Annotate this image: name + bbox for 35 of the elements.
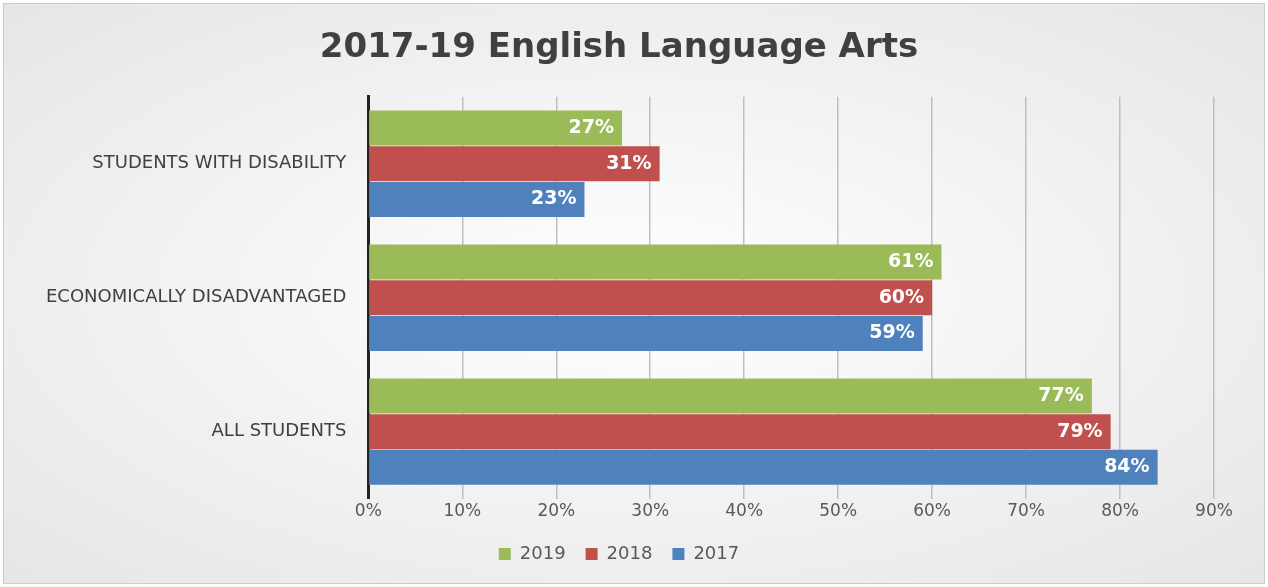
bar bbox=[369, 244, 942, 280]
legend-label: 2018 bbox=[606, 541, 653, 563]
x-tick-label: 80% bbox=[1101, 500, 1139, 521]
x-tick-label: 20% bbox=[537, 500, 576, 521]
legend-label: 2017 bbox=[693, 541, 740, 563]
data-label: 27% bbox=[568, 114, 615, 137]
x-tick-label: 70% bbox=[1007, 500, 1045, 521]
data-label: 61% bbox=[888, 248, 934, 271]
x-tick-label: 40% bbox=[725, 500, 764, 521]
data-label: 84% bbox=[1104, 454, 1150, 477]
data-label: 59% bbox=[869, 320, 915, 343]
chart-title: 2017-19 English Language Arts bbox=[319, 25, 919, 66]
x-tick-label: 90% bbox=[1195, 500, 1233, 521]
bar bbox=[369, 315, 923, 351]
y-tick-label: ALL STUDENTS bbox=[211, 419, 347, 441]
bar bbox=[369, 414, 1111, 450]
x-tick-label: 30% bbox=[631, 500, 670, 521]
data-label: 31% bbox=[606, 150, 652, 173]
x-tick-label: 0% bbox=[354, 500, 382, 521]
bar bbox=[369, 146, 660, 182]
data-label: 23% bbox=[530, 186, 577, 209]
bar bbox=[369, 181, 585, 217]
x-tick-label: 10% bbox=[443, 500, 482, 521]
bar bbox=[369, 280, 933, 316]
x-tick-label: 50% bbox=[819, 500, 858, 521]
x-tick-label: 60% bbox=[913, 500, 952, 521]
data-label: 79% bbox=[1057, 418, 1103, 441]
bar bbox=[369, 110, 623, 146]
data-label: 60% bbox=[878, 284, 925, 307]
y-tick-label: ECONOMICALLY DISADVANTAGED bbox=[45, 285, 347, 307]
data-label: 77% bbox=[1038, 382, 1084, 405]
bar bbox=[369, 449, 1158, 485]
legend-label: 2019 bbox=[519, 541, 566, 563]
bar bbox=[369, 378, 1092, 414]
y-tick-label: STUDENTS WITH DISABILITY bbox=[92, 151, 348, 173]
